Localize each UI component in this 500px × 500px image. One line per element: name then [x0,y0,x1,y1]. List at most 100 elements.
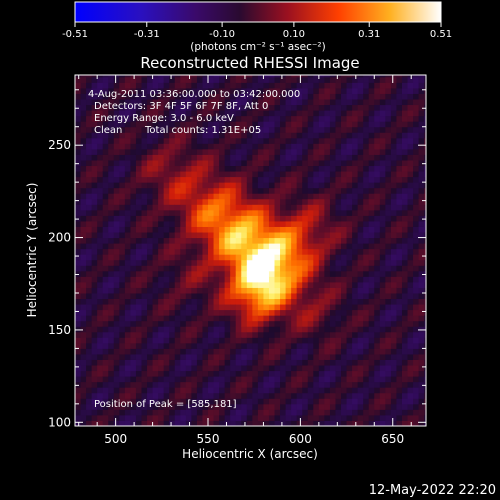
heatmap-cell [324,143,331,150]
heatmap-cell [97,365,104,372]
heatmap-cell [130,292,137,300]
heatmap-cell [385,93,392,100]
heatmap-cell [174,365,181,372]
heatmap-cell [147,331,154,338]
heatmap-cell [302,315,309,322]
heatmap-cell [357,359,364,366]
heatmap-cell [102,137,109,144]
heatmap-cell [208,309,215,316]
heatmap-cell [163,353,170,360]
heatmap-cell [418,254,425,261]
heatmap-cell [241,348,248,355]
heatmap-cell [174,171,181,178]
heatmap-cell [357,292,364,300]
heatmap-cell [368,132,375,139]
heatmap-cell [385,220,392,227]
heatmap-cell [291,326,298,333]
heatmap-cell [296,254,303,261]
heatmap-cell [219,148,226,155]
heatmap-cell [418,420,425,426]
heatmap-cell [274,137,281,144]
heatmap-cell [335,337,342,344]
heatmap-cell [379,237,386,244]
heatmap-cell [130,99,137,106]
heatmap-cell [324,281,331,288]
heatmap-cell [180,348,187,355]
heatmap-cell [291,76,298,83]
heatmap-cell [91,320,98,327]
heatmap-cell [385,281,392,288]
heatmap-cell [202,392,209,399]
heatmap-cell [75,198,82,205]
heatmap-cell [280,193,287,200]
heatmap-cell [413,365,420,372]
heatmap-cell [379,420,386,426]
heatmap-cell [163,243,170,250]
heatmap-cell [163,215,170,222]
heatmap-cell [424,376,426,383]
heatmap-cell [307,104,314,111]
heatmap-cell [119,254,126,261]
heatmap-cell [390,309,397,316]
colorbar-tick-label: 0.31 [358,29,380,40]
heatmap-cell [108,220,115,227]
heatmap-cell [185,281,192,288]
heatmap-cell [196,315,203,322]
heatmap-cell [135,376,142,383]
heatmap-cell [280,414,287,421]
heatmap-cell [113,281,120,288]
heatmap-cell [280,292,287,300]
heatmap-cell [374,331,381,338]
heatmap-cell [108,132,115,139]
heatmap-cell [396,137,403,144]
heatmap-cell [318,309,325,316]
heatmap-cell [296,110,303,117]
heatmap-cell [352,232,359,239]
heatmap-cell [280,387,287,394]
heatmap-cell [108,420,115,426]
heatmap-cell [324,82,331,89]
heatmap-cell [241,82,248,89]
heatmap-cell [152,281,159,288]
heatmap-cell [363,165,370,172]
heatmap-cell [97,270,104,277]
heatmap-cell [379,193,386,200]
heatmap-cell [75,126,82,133]
heatmap-cell [385,254,392,261]
heatmap-cell [313,187,320,194]
heatmap-cell [174,154,181,161]
heatmap-cell [135,193,142,200]
heatmap-cell [130,276,137,283]
heatmap-cell [224,132,231,139]
heatmap-cell [108,209,115,216]
heatmap-cell [302,193,309,200]
heatmap-cell [135,420,142,426]
heatmap-cell [97,110,104,117]
heatmap-cell [291,298,298,305]
heatmap-cell [246,403,253,410]
heatmap-cell [86,292,93,300]
heatmap-cell [352,287,359,294]
heatmap-cell [352,281,359,288]
heatmap-cell [196,93,203,100]
heatmap-cell [91,365,98,372]
heatmap-cell [97,342,104,349]
heatmap-cell [341,176,348,183]
heatmap-cell [75,420,82,426]
heatmap-cell [135,320,142,327]
heatmap-cell [252,309,259,316]
heatmap-cell [268,165,276,172]
heatmap-cell [246,392,253,399]
heatmap-cell [424,204,426,211]
heatmap-cell [158,126,165,133]
heatmap-cell [413,126,420,133]
heatmap-cell [196,232,203,239]
heatmap-cell [307,165,314,172]
heatmap-cell [307,259,314,266]
heatmap-cell [390,87,397,94]
heatmap-cell [97,165,104,172]
heatmap-cell [263,342,270,349]
heatmap-cell [141,270,148,277]
heatmap-cell [346,126,353,133]
heatmap-cell [368,243,375,250]
